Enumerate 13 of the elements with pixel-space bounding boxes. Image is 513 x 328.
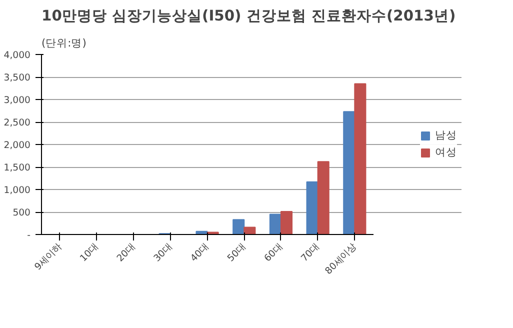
y-tick-label: 3,500 [4,72,31,84]
chart-title: 10만명당 심장기능상실(I50) 건강보험 진료환자수(2013년) [42,8,456,24]
y-tick-label: 1,000 [4,185,31,196]
y-tick-label: 3,000 [4,95,31,106]
y-tick-label: 2,500 [4,118,31,128]
y-tick-label: 2,000 [4,140,31,151]
text: (단위:명) [42,36,86,50]
legend-label: 여성 [435,146,457,160]
y-tick-label: 4,000 [4,50,31,61]
legend-label: 남성 [435,128,457,142]
y-tick-label: 500 [12,208,31,218]
y-tick-label: 1,500 [4,162,31,174]
y-tick-label: - [27,230,31,241]
